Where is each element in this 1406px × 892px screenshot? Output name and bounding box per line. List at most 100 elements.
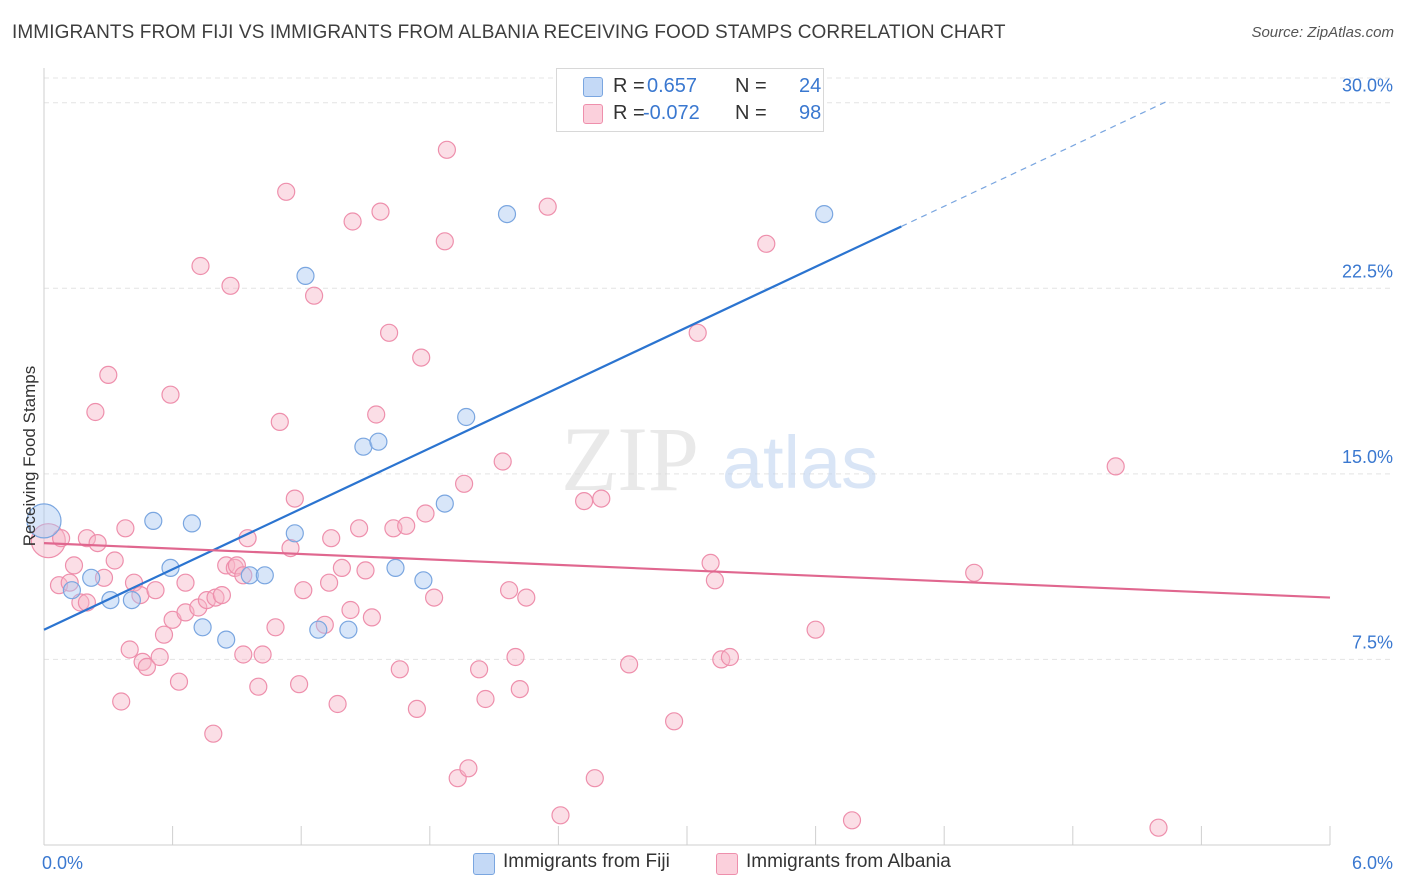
fiji-point: [62, 581, 82, 600]
albania-point: [343, 212, 362, 231]
fiji-point: [82, 568, 101, 587]
fiji-point: [240, 566, 259, 585]
albania-point: [500, 581, 519, 600]
albania-point: [105, 551, 124, 570]
fiji-point: [255, 566, 274, 585]
fiji-point: [193, 618, 212, 637]
albania-r-label: R =: [613, 102, 645, 124]
albania-n-value: 98: [799, 102, 822, 124]
albania-swatch: [583, 104, 603, 124]
albania-n-label: N =: [735, 102, 767, 124]
albania-point: [221, 276, 240, 295]
albania-point: [332, 558, 351, 578]
albania-point: [294, 581, 313, 600]
albania-point: [71, 593, 90, 612]
fiji-r-label: R =: [613, 75, 645, 97]
fiji-swatch: [583, 77, 603, 97]
albania-point: [476, 689, 495, 709]
bottom-fiji-label: Immigrants from Fiji: [503, 851, 670, 872]
albania-point: [60, 573, 79, 592]
bottom-albania-swatch: [716, 853, 738, 875]
albania-point: [664, 712, 684, 731]
x-tick-label-max: 6.0%: [1352, 853, 1393, 873]
fiji-point: [144, 511, 163, 531]
albania-point: [290, 675, 309, 694]
albania-point: [517, 588, 536, 607]
albania-point: [77, 529, 97, 548]
y-tick-label: 15.0%: [1342, 447, 1393, 467]
y-axis-label: Receiving Food Stamps: [20, 365, 39, 547]
fiji-point: [457, 407, 476, 427]
albania-point: [116, 519, 135, 538]
albania-point: [425, 588, 444, 607]
source-credit: Source: ZipAtlas.com: [1251, 24, 1394, 41]
albania-point: [227, 556, 246, 575]
albania-point: [551, 806, 570, 825]
x-tick-label-min: 0.0%: [42, 853, 83, 873]
albania-point: [120, 640, 139, 659]
albania-point: [150, 647, 169, 667]
albania-point: [757, 234, 776, 253]
y-tick-label: 22.5%: [1342, 261, 1393, 281]
albania-point: [407, 699, 426, 719]
fiji-n-label: N =: [735, 75, 767, 97]
albania-point: [191, 256, 210, 276]
albania-point: [137, 657, 156, 677]
albania-point: [493, 452, 512, 471]
y-tick-label: 30.0%: [1342, 76, 1393, 96]
albania-point: [112, 692, 131, 711]
fiji-point: [285, 524, 304, 543]
x-tick-labels: 0.0% 6.0%: [42, 853, 1393, 873]
albania-point: [277, 182, 296, 201]
albania-point: [322, 529, 341, 548]
albania-point: [437, 140, 456, 159]
albania-points: [30, 140, 1168, 837]
bottom-albania-label: Immigrants from Albania: [746, 851, 951, 872]
albania-point: [51, 529, 71, 548]
albania-point: [253, 645, 272, 664]
albania-point: [455, 474, 474, 493]
fiji-point: [339, 620, 358, 639]
bottom-fiji-swatch: [473, 853, 495, 875]
albania-point: [94, 568, 114, 587]
fiji-point: [182, 514, 201, 533]
albania-point: [506, 647, 525, 667]
albania-point: [538, 197, 557, 216]
albania-point: [146, 581, 165, 600]
albania-point: [356, 561, 375, 580]
albania-point: [64, 556, 84, 575]
albania-point: [320, 573, 339, 592]
albania-point: [249, 677, 268, 696]
fiji-point: [369, 432, 388, 451]
albania-point: [176, 573, 195, 592]
fiji-point: [386, 558, 405, 578]
albania-point: [574, 492, 594, 511]
albania-point: [169, 672, 189, 691]
albania-point: [435, 232, 454, 251]
albania-point: [806, 620, 825, 639]
albania-point: [270, 412, 289, 431]
albania-r-value: -0.072: [643, 102, 700, 124]
albania-point: [1106, 457, 1125, 476]
albania-point: [88, 533, 107, 553]
albania-point: [234, 645, 253, 664]
fiji-point: [309, 620, 328, 639]
fiji-n-value: 24: [799, 75, 822, 97]
albania-point: [380, 323, 399, 342]
albania-point: [720, 647, 740, 667]
albania-point: [212, 585, 231, 605]
albania-point: [397, 516, 416, 535]
albania-point: [161, 385, 180, 404]
albania-point: [371, 202, 390, 221]
albania-point: [390, 660, 409, 679]
fiji-point: [217, 630, 236, 649]
albania-point: [285, 489, 304, 508]
fiji-point: [414, 571, 433, 590]
fiji-trend-extension: [901, 99, 1170, 227]
albania-point: [341, 600, 360, 620]
axes: [43, 68, 1331, 846]
trend-lines: [43, 99, 1331, 631]
albania-point: [842, 811, 862, 830]
fiji-r-value: 0.657: [647, 75, 698, 97]
